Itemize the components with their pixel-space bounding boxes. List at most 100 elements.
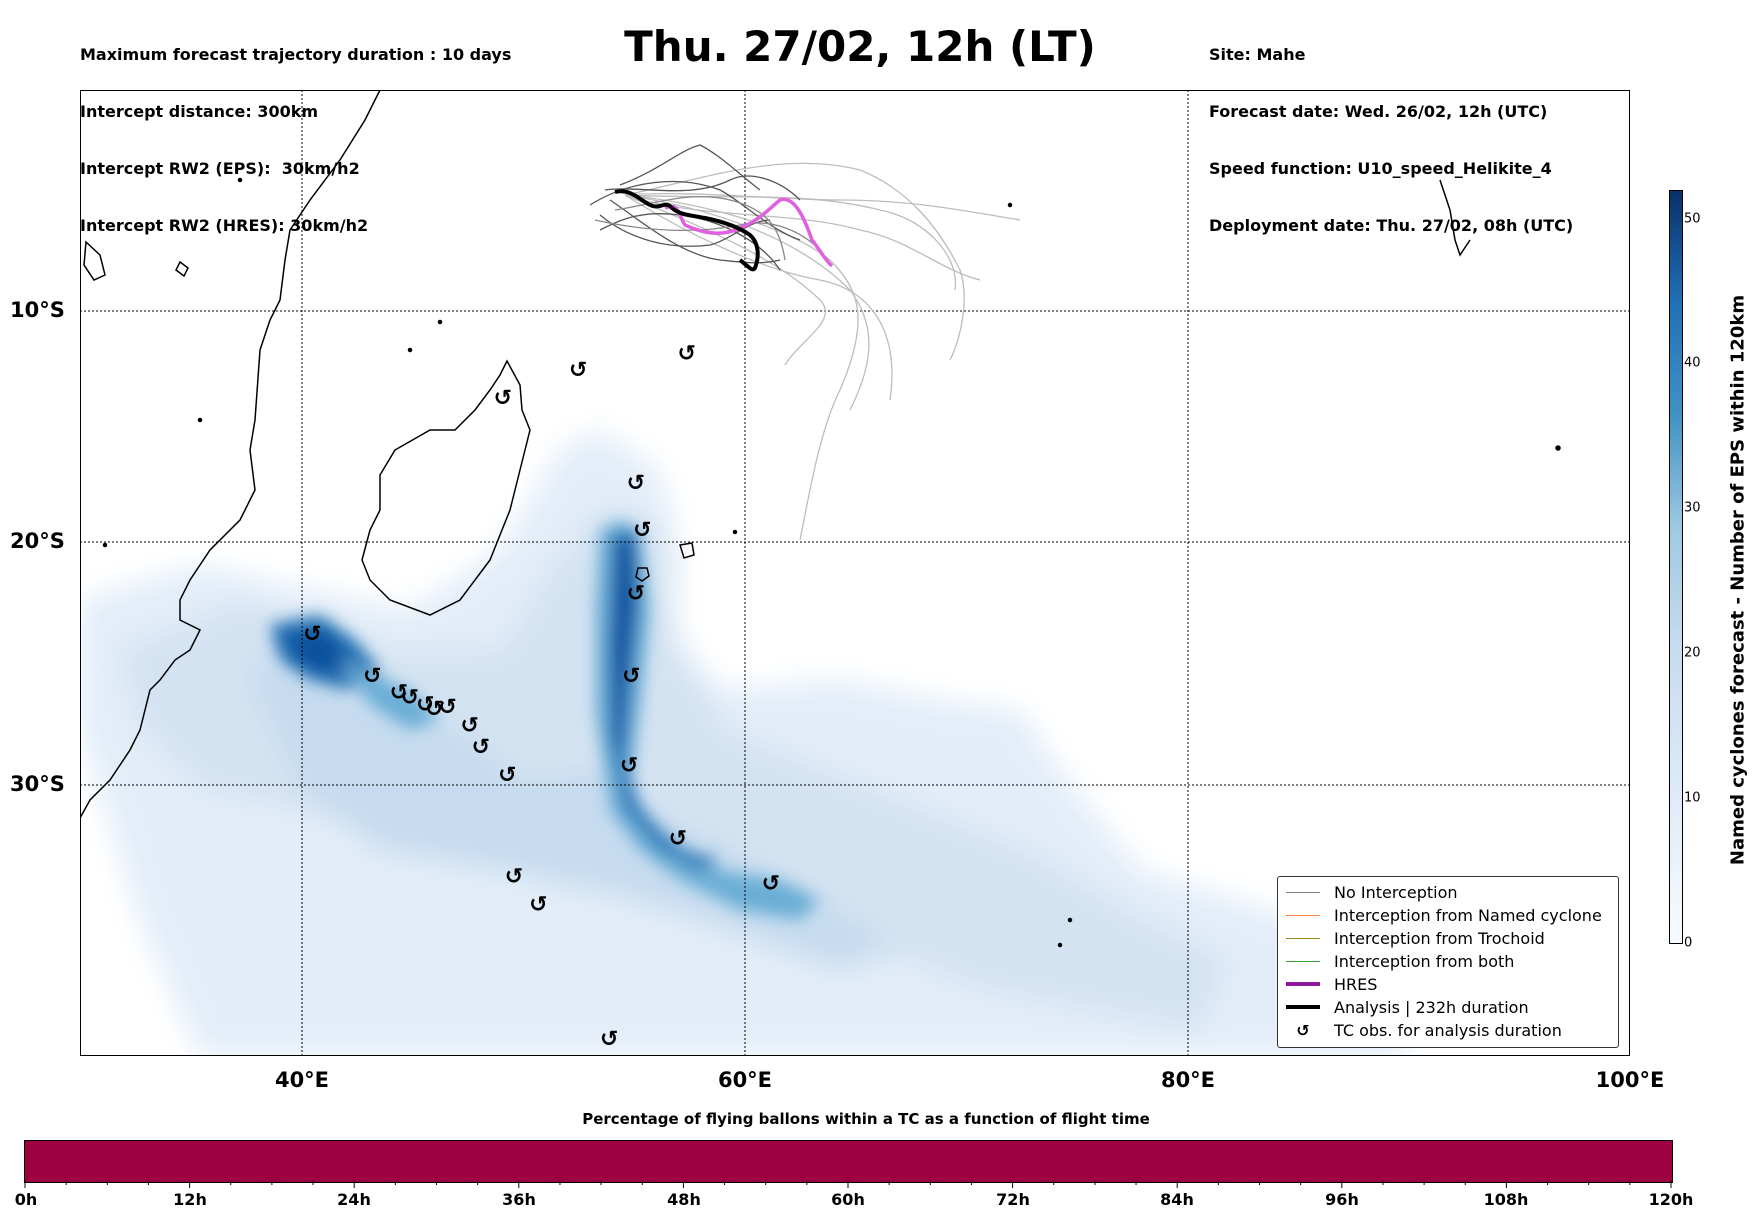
tc-obs-marker: ↺ xyxy=(529,893,547,918)
info-line: Deployment date: Thu. 27/02, 08h (UTC) xyxy=(1209,216,1574,235)
eps-track xyxy=(624,194,827,366)
tc-obs-marker: ↺ xyxy=(438,695,456,720)
flight-time-tick: 60h xyxy=(831,1190,865,1209)
tc-obs-marker: ↺ xyxy=(460,714,478,739)
flight-time-tick: 120h xyxy=(1648,1190,1694,1209)
tc-obs-marker: ↺ xyxy=(669,827,687,852)
tc-obs-marker: ↺ xyxy=(472,735,490,760)
info-line: Forecast date: Wed. 26/02, 12h (UTC) xyxy=(1209,102,1548,121)
legend-item-no-interception: No Interception xyxy=(1286,881,1458,903)
mauritius-coast xyxy=(635,567,650,582)
flight-time-tick: 36h xyxy=(502,1190,536,1209)
hres-trajectory xyxy=(664,197,834,268)
tc-obs-marker: ↺ xyxy=(627,471,645,496)
lat-label: 10°S xyxy=(10,298,65,322)
lon-label: 100°E xyxy=(1595,1068,1665,1092)
legend-item-both: Interception from both xyxy=(1286,950,1514,972)
tc-obs-marker: ↺ xyxy=(620,754,638,779)
info-line: Site: Mahe xyxy=(1209,45,1306,64)
density-colorbar xyxy=(1669,190,1683,944)
reunion-coast xyxy=(679,542,695,559)
flight-time-tick: 0h xyxy=(14,1190,38,1209)
tc-obs-marker: ↺ xyxy=(677,341,695,366)
analysis-trajectory xyxy=(614,189,760,272)
legend-item-hres: HRES xyxy=(1286,973,1377,995)
legend-label: Interception from Named cyclone xyxy=(1334,905,1602,925)
tc-obs-marker: ↺ xyxy=(505,864,523,889)
flight-time-tick: 96h xyxy=(1325,1190,1359,1209)
tc-symbol-icon: ↺ xyxy=(1296,1020,1310,1040)
param-line: Intercept RW2 (EPS): 30km/h2 xyxy=(80,159,360,178)
site-info: Site: Mahe Forecast date: Wed. 26/02, 12… xyxy=(1209,7,1573,254)
forecast-parameters: Maximum forecast trajectory duration : 1… xyxy=(80,7,511,254)
param-line: Intercept RW2 (HRES): 30km/h2 xyxy=(80,216,369,235)
tc-obs-marker: ↺ xyxy=(762,872,780,897)
legend-label: No Interception xyxy=(1334,882,1458,902)
coastlines xyxy=(80,90,1561,948)
legend-item-analysis: Analysis | 232h duration xyxy=(1286,996,1529,1018)
eps-track xyxy=(624,194,981,281)
map-legend: No Interception Interception from Named … xyxy=(1277,876,1619,1048)
legend-swatch xyxy=(1286,982,1320,986)
colorbar-tick: 50 xyxy=(1684,211,1701,227)
tc-obs-marker: ↺ xyxy=(425,697,443,722)
param-line: Intercept distance: 300km xyxy=(80,102,319,121)
legend-item-named-cyclone: Interception from Named cyclone xyxy=(1286,904,1602,926)
flight-time-tick: 84h xyxy=(1160,1190,1194,1209)
eps-track xyxy=(604,175,801,201)
legend-label: Analysis | 232h duration xyxy=(1334,997,1529,1017)
lon-label: 40°E xyxy=(274,1068,330,1092)
flight-time-bar-title: Percentage of flying ballons within a TC… xyxy=(582,1110,1150,1128)
tc-obs-marker: ↺ xyxy=(303,622,321,647)
legend-label: Interception from both xyxy=(1334,951,1515,971)
eps-track xyxy=(624,194,893,401)
africa-coast xyxy=(80,90,381,819)
legend-swatch xyxy=(1286,1005,1320,1009)
eps-track xyxy=(619,144,761,191)
comoros-coast xyxy=(175,260,189,278)
map-panel: ↺↺↺↺↺↺↺↺↺↺↺↺↺↺↺↺↺↺↺↺↺↺↺ xyxy=(80,90,1630,1056)
flight-time-tick: 24h xyxy=(337,1190,371,1209)
tc-obs-marker: ↺ xyxy=(498,763,516,788)
legend-label: Interception from Trochoid xyxy=(1334,928,1545,948)
lon-label: 60°E xyxy=(717,1068,773,1092)
param-line: Maximum forecast trajectory duration : 1… xyxy=(80,45,512,64)
legend-swatch xyxy=(1286,937,1320,939)
flight-time-tick: 108h xyxy=(1483,1190,1529,1209)
tc-obs-marker: ↺ xyxy=(600,1027,618,1052)
graticule xyxy=(80,90,1630,1056)
info-line: Speed function: U10_speed_Helikite_4 xyxy=(1209,159,1552,178)
tc-obs-marker: ↺ xyxy=(401,685,419,710)
legend-swatch xyxy=(1286,891,1320,893)
tc-obs-marker: ↺ xyxy=(627,582,645,607)
eps-track xyxy=(624,192,1021,221)
tc-obs-marker: ↺ xyxy=(363,664,381,689)
flight-time-bar xyxy=(24,1140,1673,1183)
madagascar-coast xyxy=(361,359,531,616)
tc-obs-marker: ↺ xyxy=(569,358,587,383)
colorbar-tick: 10 xyxy=(1684,790,1701,806)
legend-swatch xyxy=(1286,914,1320,916)
flight-time-tick: 72h xyxy=(996,1190,1030,1209)
lat-label: 20°S xyxy=(10,529,65,553)
legend-label: HRES xyxy=(1334,974,1378,994)
eps-track xyxy=(624,162,965,361)
colorbar-tick: 20 xyxy=(1684,645,1701,661)
legend-item-trochoid: Interception from Trochoid xyxy=(1286,927,1545,949)
map-title: Thu. 27/02, 12h (LT) xyxy=(624,22,1096,71)
tc-obs-marker: ↺ xyxy=(633,518,651,543)
lat-label: 30°S xyxy=(10,772,65,796)
lon-label: 80°E xyxy=(1160,1068,1216,1092)
flight-time-minor-ticks xyxy=(24,1181,1672,1188)
tc-observations: ↺↺↺↺↺↺↺↺↺↺↺↺↺↺↺↺↺↺↺↺↺↺↺ xyxy=(303,341,780,1052)
tc-obs-marker: ↺ xyxy=(494,386,512,411)
legend-item-tc-obs: ↺ TC obs. for analysis duration xyxy=(1286,1019,1562,1041)
tc-obs-marker: ↺ xyxy=(622,664,640,689)
colorbar-label: Named cyclones forecast - Number of EPS … xyxy=(1727,294,1749,866)
tc-obs-marker: ↺ xyxy=(390,681,408,706)
flight-time-tick: 48h xyxy=(667,1190,701,1209)
colorbar-tick: 40 xyxy=(1684,355,1701,371)
colorbar-tick: 0 xyxy=(1684,935,1693,951)
tc-obs-marker: ↺ xyxy=(416,692,434,717)
legend-swatch xyxy=(1286,960,1320,962)
